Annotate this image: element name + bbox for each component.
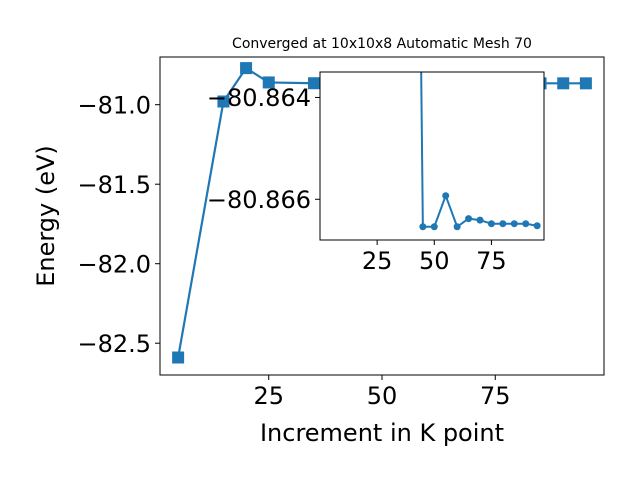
main-data-point [217, 95, 230, 108]
chart-title: Converged at 10x10x8 Automatic Mesh 70 [232, 36, 532, 52]
inset-data-point [499, 220, 507, 228]
inset-data-point [533, 222, 541, 230]
inset-data-point [487, 220, 495, 228]
main-y-tick-label: −81.5 [77, 171, 151, 199]
inset-y-tick-label: −80.866 [207, 186, 311, 214]
main-data-point [172, 351, 185, 364]
inset-data-point [430, 223, 438, 231]
main-y-tick-label: −81.0 [77, 91, 151, 119]
main-data-point [262, 76, 275, 89]
y-axis-label: Energy (eV) [32, 145, 60, 287]
inset-data-point [453, 223, 461, 231]
inset-series [417, 13, 541, 231]
main-x-tick-label: 25 [253, 382, 284, 410]
inset-axes: 25 50 75 −80.866 −80.864 [207, 13, 545, 275]
main-data-point [240, 62, 253, 75]
inset-plot-frame [319, 71, 545, 241]
main-y-tick-label: −82.5 [77, 330, 151, 358]
inset-y-ticks: −80.866 −80.864 [207, 84, 320, 214]
inset-x-tick-label: 25 [362, 247, 393, 275]
inset-data-point [442, 192, 450, 200]
inset-data-point [510, 220, 518, 228]
main-x-tick-label: 75 [480, 382, 511, 410]
main-data-point [308, 77, 321, 90]
main-x-ticks: 25 50 75 [253, 375, 511, 410]
inset-data-point [522, 220, 530, 228]
inset-x-tick-label: 75 [476, 247, 507, 275]
x-axis-label: Increment in K point [260, 419, 504, 447]
inset-x-ticks: 25 50 75 [362, 240, 507, 275]
inset-data-point [476, 216, 484, 224]
main-y-ticks: −82.5 −82.0 −81.5 −81.0 [77, 91, 160, 358]
inset-y-tick-label: −80.864 [207, 84, 311, 112]
inset-data-point [419, 223, 427, 231]
main-x-tick-label: 50 [367, 382, 398, 410]
inset-data-point [417, 13, 424, 20]
inset-x-tick-label: 50 [419, 247, 450, 275]
inset-data-point [465, 215, 473, 223]
inset-background [320, 72, 544, 240]
main-data-point [579, 77, 592, 90]
main-y-tick-label: −82.0 [77, 250, 151, 278]
main-data-point [557, 77, 570, 90]
